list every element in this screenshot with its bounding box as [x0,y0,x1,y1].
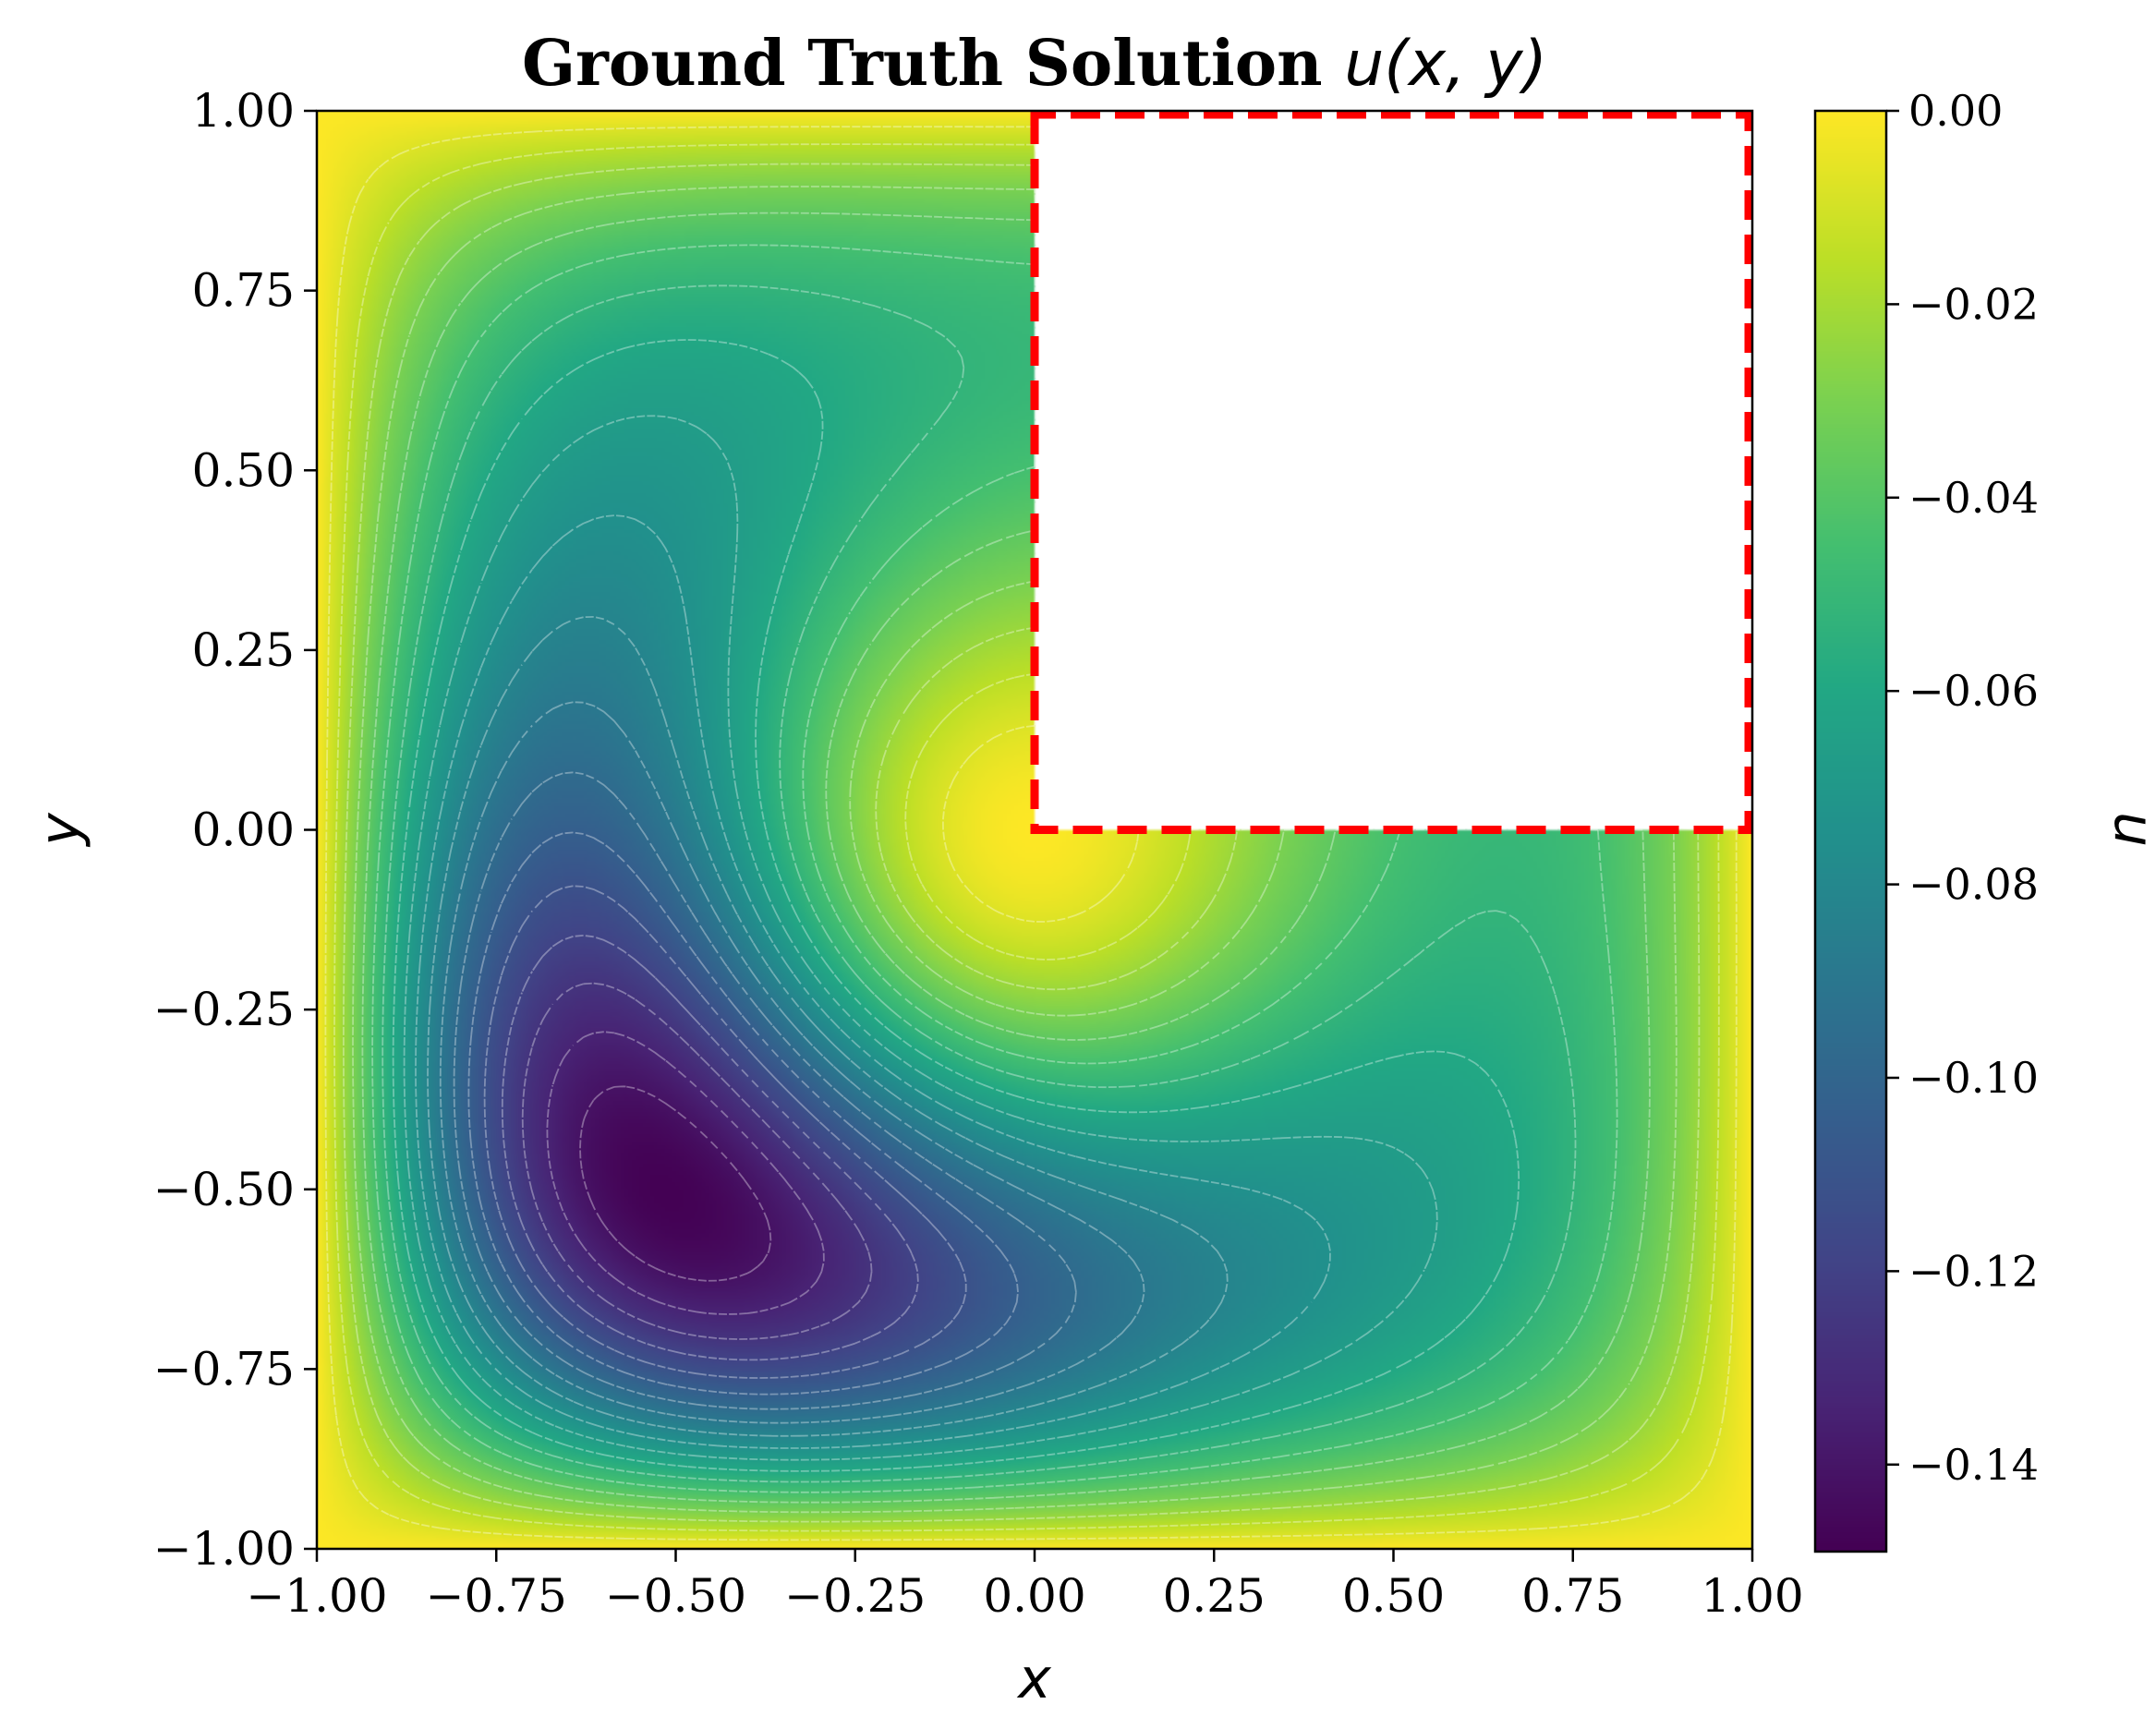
contour-line-4 [352,186,1678,1514]
x-tick-label: 0.00 [983,1569,1085,1623]
contour-line-5 [361,211,1651,1504]
contour-line-1 [324,126,1738,1541]
y-tick-label: −0.75 [153,1342,295,1396]
excluded-region-outline [1030,110,1753,834]
contour-line-7 [382,284,1577,1483]
colorbar-frame [1813,109,1888,1553]
colorbar-label: u [2101,812,2156,847]
contour-lines [324,126,1738,1541]
contour-line-3 [343,163,1701,1523]
contour-line-18 [546,1031,825,1315]
y-tick-label: −1.00 [153,1522,295,1576]
x-tick-label: −0.25 [784,1569,926,1623]
x-tick-label: −0.50 [605,1569,746,1623]
colorbar-ticks: 0.00 −0.02 −0.04 −0.06 −0.08 −0.10 −0.12 −0.14 [1886,86,2039,1490]
x-axis-ticks: −1.00 −0.75 −0.50 −0.25 0.00 0.25 0.50 0.75 1.00 [246,1549,1804,1623]
contour-line-16 [501,935,919,1361]
y-tick-label: 1.00 [192,84,295,138]
x-tick-label: 0.50 [1342,1569,1445,1623]
x-tick-label: 1.00 [1701,1569,1803,1623]
contour-line-19 [579,1085,772,1282]
y-tick-label: 0.50 [192,443,295,497]
colorbar-tick-label: −0.02 [1908,279,2039,329]
colorbar-tick-label: −0.08 [1908,860,2039,910]
x-axis-label: x [1016,1647,1051,1711]
y-tick-label: 0.75 [192,264,295,318]
contour-line-2 [333,143,1720,1532]
colorbar-tick-label: −0.10 [1908,1053,2039,1103]
y-tick-label: 0.00 [192,804,295,857]
contour-line-8 [392,339,1520,1472]
contour-line-11 [427,616,1229,1437]
x-tick-label: 0.25 [1163,1569,1266,1623]
x-tick-label: −0.75 [426,1569,567,1623]
contour-line-15 [483,885,967,1379]
chart-title: Ground Truth Solution u(x, y) [522,27,1547,101]
colorbar-tick-label: −0.06 [1908,666,2039,716]
x-tick-label: −1.00 [246,1569,387,1623]
contour-line-9 [403,415,1438,1461]
colorbar-tick-label: −0.12 [1908,1246,2039,1296]
contour-line-17 [521,982,873,1340]
colorbar-tick-label: −0.14 [1908,1440,2039,1490]
chart-title-text: Ground Truth Solution [522,27,1344,101]
y-tick-label: 0.25 [192,623,295,677]
contour-line-12 [439,701,1145,1424]
y-tick-label: −0.25 [153,983,295,1036]
colorbar-tick-label: 0.00 [1908,86,2003,136]
y-axis-ticks: 1.00 0.75 0.50 0.25 0.00 −0.25 −0.50 −0.75 −1.00 [153,84,317,1576]
y-axis-label: y [28,812,92,848]
x-tick-label: 0.75 [1521,1569,1624,1623]
contour-line-13 [453,771,1077,1410]
chart-title-math: u(x, y) [1344,28,1547,101]
contour-line-14 [467,831,1019,1396]
colorbar-tick-label: −0.04 [1908,473,2039,523]
y-tick-label: −0.50 [153,1163,295,1216]
colorbar-gradient [1815,111,1886,1552]
contour-line-10 [415,514,1331,1449]
